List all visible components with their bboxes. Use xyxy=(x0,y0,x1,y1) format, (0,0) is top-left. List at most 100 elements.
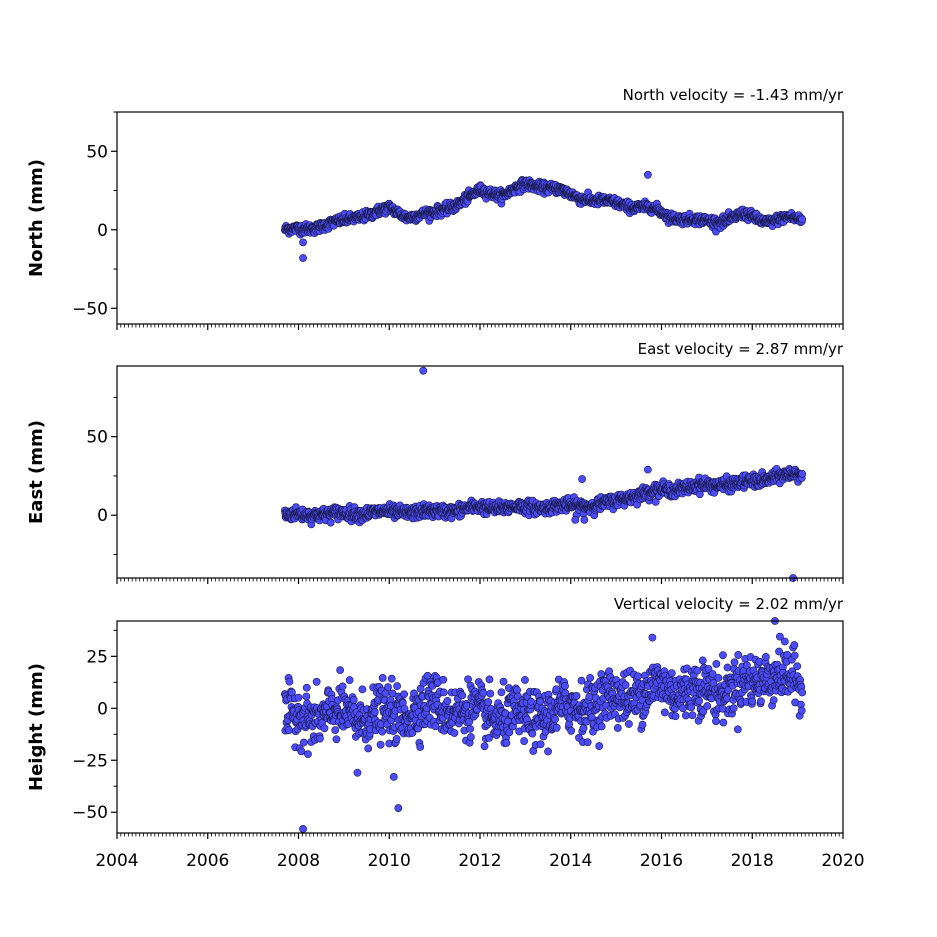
data-point xyxy=(660,708,669,717)
data-point xyxy=(466,724,474,733)
data-point xyxy=(775,632,784,641)
data-point xyxy=(708,670,717,678)
data-point xyxy=(798,688,807,697)
data-point xyxy=(567,726,576,735)
outlier-point xyxy=(299,824,307,833)
x-tick-label: 2008 xyxy=(277,851,320,871)
data-point xyxy=(378,727,387,736)
data-point xyxy=(769,696,778,705)
data-point xyxy=(552,685,561,694)
panel-height: −50 −25 0 25 2004 2006 2008 2010 2012 2014 2016 201… xyxy=(26,595,865,871)
data-point xyxy=(326,518,335,527)
data-point xyxy=(551,715,559,724)
data-point xyxy=(387,674,396,683)
data-point xyxy=(467,733,475,741)
data-point xyxy=(552,723,561,732)
data-point xyxy=(392,734,401,743)
data-point xyxy=(757,697,765,706)
data-point xyxy=(497,688,506,697)
data-point xyxy=(712,717,720,726)
data-point xyxy=(316,734,324,743)
data-point xyxy=(667,669,676,677)
x-tick-label: 2016 xyxy=(640,851,683,871)
panel-east: 0 50 East (mm) East velocity = 2.87 mm/yr xyxy=(26,340,844,584)
data-point xyxy=(349,696,358,704)
data-point xyxy=(761,653,770,661)
x-tick-label: 2014 xyxy=(549,851,592,871)
data-point xyxy=(299,738,308,747)
data-point xyxy=(336,666,345,675)
y-tick-label: −50 xyxy=(72,299,108,319)
outlier-point xyxy=(389,772,398,781)
data-point xyxy=(698,656,707,665)
y-tick-label: 0 xyxy=(97,221,108,241)
data-point xyxy=(312,677,321,686)
x-tick-label: 2012 xyxy=(458,851,501,871)
data-point xyxy=(561,681,569,690)
north-axis-title: North (mm) xyxy=(26,159,47,277)
data-point xyxy=(798,215,807,224)
data-point xyxy=(687,703,696,712)
y-tick-label: 0 xyxy=(97,699,108,719)
data-point xyxy=(431,722,440,731)
data-point xyxy=(729,704,738,713)
data-point xyxy=(285,677,294,686)
data-point xyxy=(780,637,789,646)
outlier-point xyxy=(299,238,307,247)
data-point xyxy=(443,696,452,705)
height-axis-title: Height (mm) xyxy=(26,663,47,791)
data-point xyxy=(332,735,341,744)
data-point xyxy=(790,641,799,649)
outlier-point xyxy=(580,516,589,524)
x-tick-label: 2010 xyxy=(368,851,411,871)
data-point xyxy=(302,683,311,692)
data-point xyxy=(376,740,385,749)
data-point xyxy=(681,711,690,720)
height-velocity-label: Vertical velocity = 2.02 mm/yr xyxy=(614,595,844,613)
y-tick-label: 50 xyxy=(86,428,108,448)
data-point xyxy=(621,681,630,689)
data-point xyxy=(734,651,743,659)
outlier-point xyxy=(299,254,307,262)
outlier-point xyxy=(643,170,652,179)
data-point xyxy=(793,662,802,671)
outlier-point xyxy=(643,465,652,474)
east-series xyxy=(280,366,807,582)
data-point xyxy=(416,743,425,751)
data-point xyxy=(797,706,806,715)
data-point xyxy=(439,688,448,697)
data-point xyxy=(378,674,387,682)
data-point xyxy=(595,742,604,750)
data-point xyxy=(297,747,306,756)
data-point xyxy=(364,744,373,753)
data-point xyxy=(583,738,592,747)
data-point xyxy=(638,720,647,729)
x-tick-label: 2018 xyxy=(731,851,774,871)
data-point xyxy=(719,718,728,727)
data-point xyxy=(521,676,529,684)
data-point xyxy=(450,729,459,737)
outlier-point xyxy=(353,768,362,777)
data-point xyxy=(338,682,347,691)
data-point xyxy=(536,697,545,706)
data-point xyxy=(285,726,293,734)
data-point xyxy=(712,660,721,668)
data-point xyxy=(499,677,508,686)
y-tick-label: 0 xyxy=(97,506,108,526)
panel-north: −50 0 50 North (mm) North velocity = -1.43 m… xyxy=(26,86,844,330)
data-point xyxy=(358,685,367,694)
data-point xyxy=(480,742,489,751)
outlier-point xyxy=(394,804,403,812)
height-series xyxy=(280,617,807,833)
data-point xyxy=(528,729,537,738)
data-point xyxy=(775,647,783,656)
data-point xyxy=(671,712,680,721)
data-point xyxy=(520,737,529,745)
data-point xyxy=(479,689,488,697)
data-point xyxy=(505,728,514,737)
outlier-point xyxy=(578,475,586,483)
data-point xyxy=(384,683,392,692)
data-point xyxy=(748,697,757,706)
data-point xyxy=(484,698,493,706)
